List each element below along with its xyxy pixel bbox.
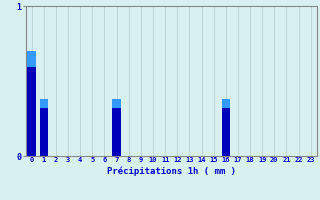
Bar <box>40 99 48 156</box>
Bar <box>28 51 36 156</box>
Bar <box>112 99 121 156</box>
Bar <box>112 99 121 108</box>
Bar <box>40 99 48 108</box>
Bar <box>28 51 36 67</box>
Bar <box>221 99 230 108</box>
X-axis label: Précipitations 1h ( mm ): Précipitations 1h ( mm ) <box>107 166 236 176</box>
Bar <box>221 99 230 156</box>
